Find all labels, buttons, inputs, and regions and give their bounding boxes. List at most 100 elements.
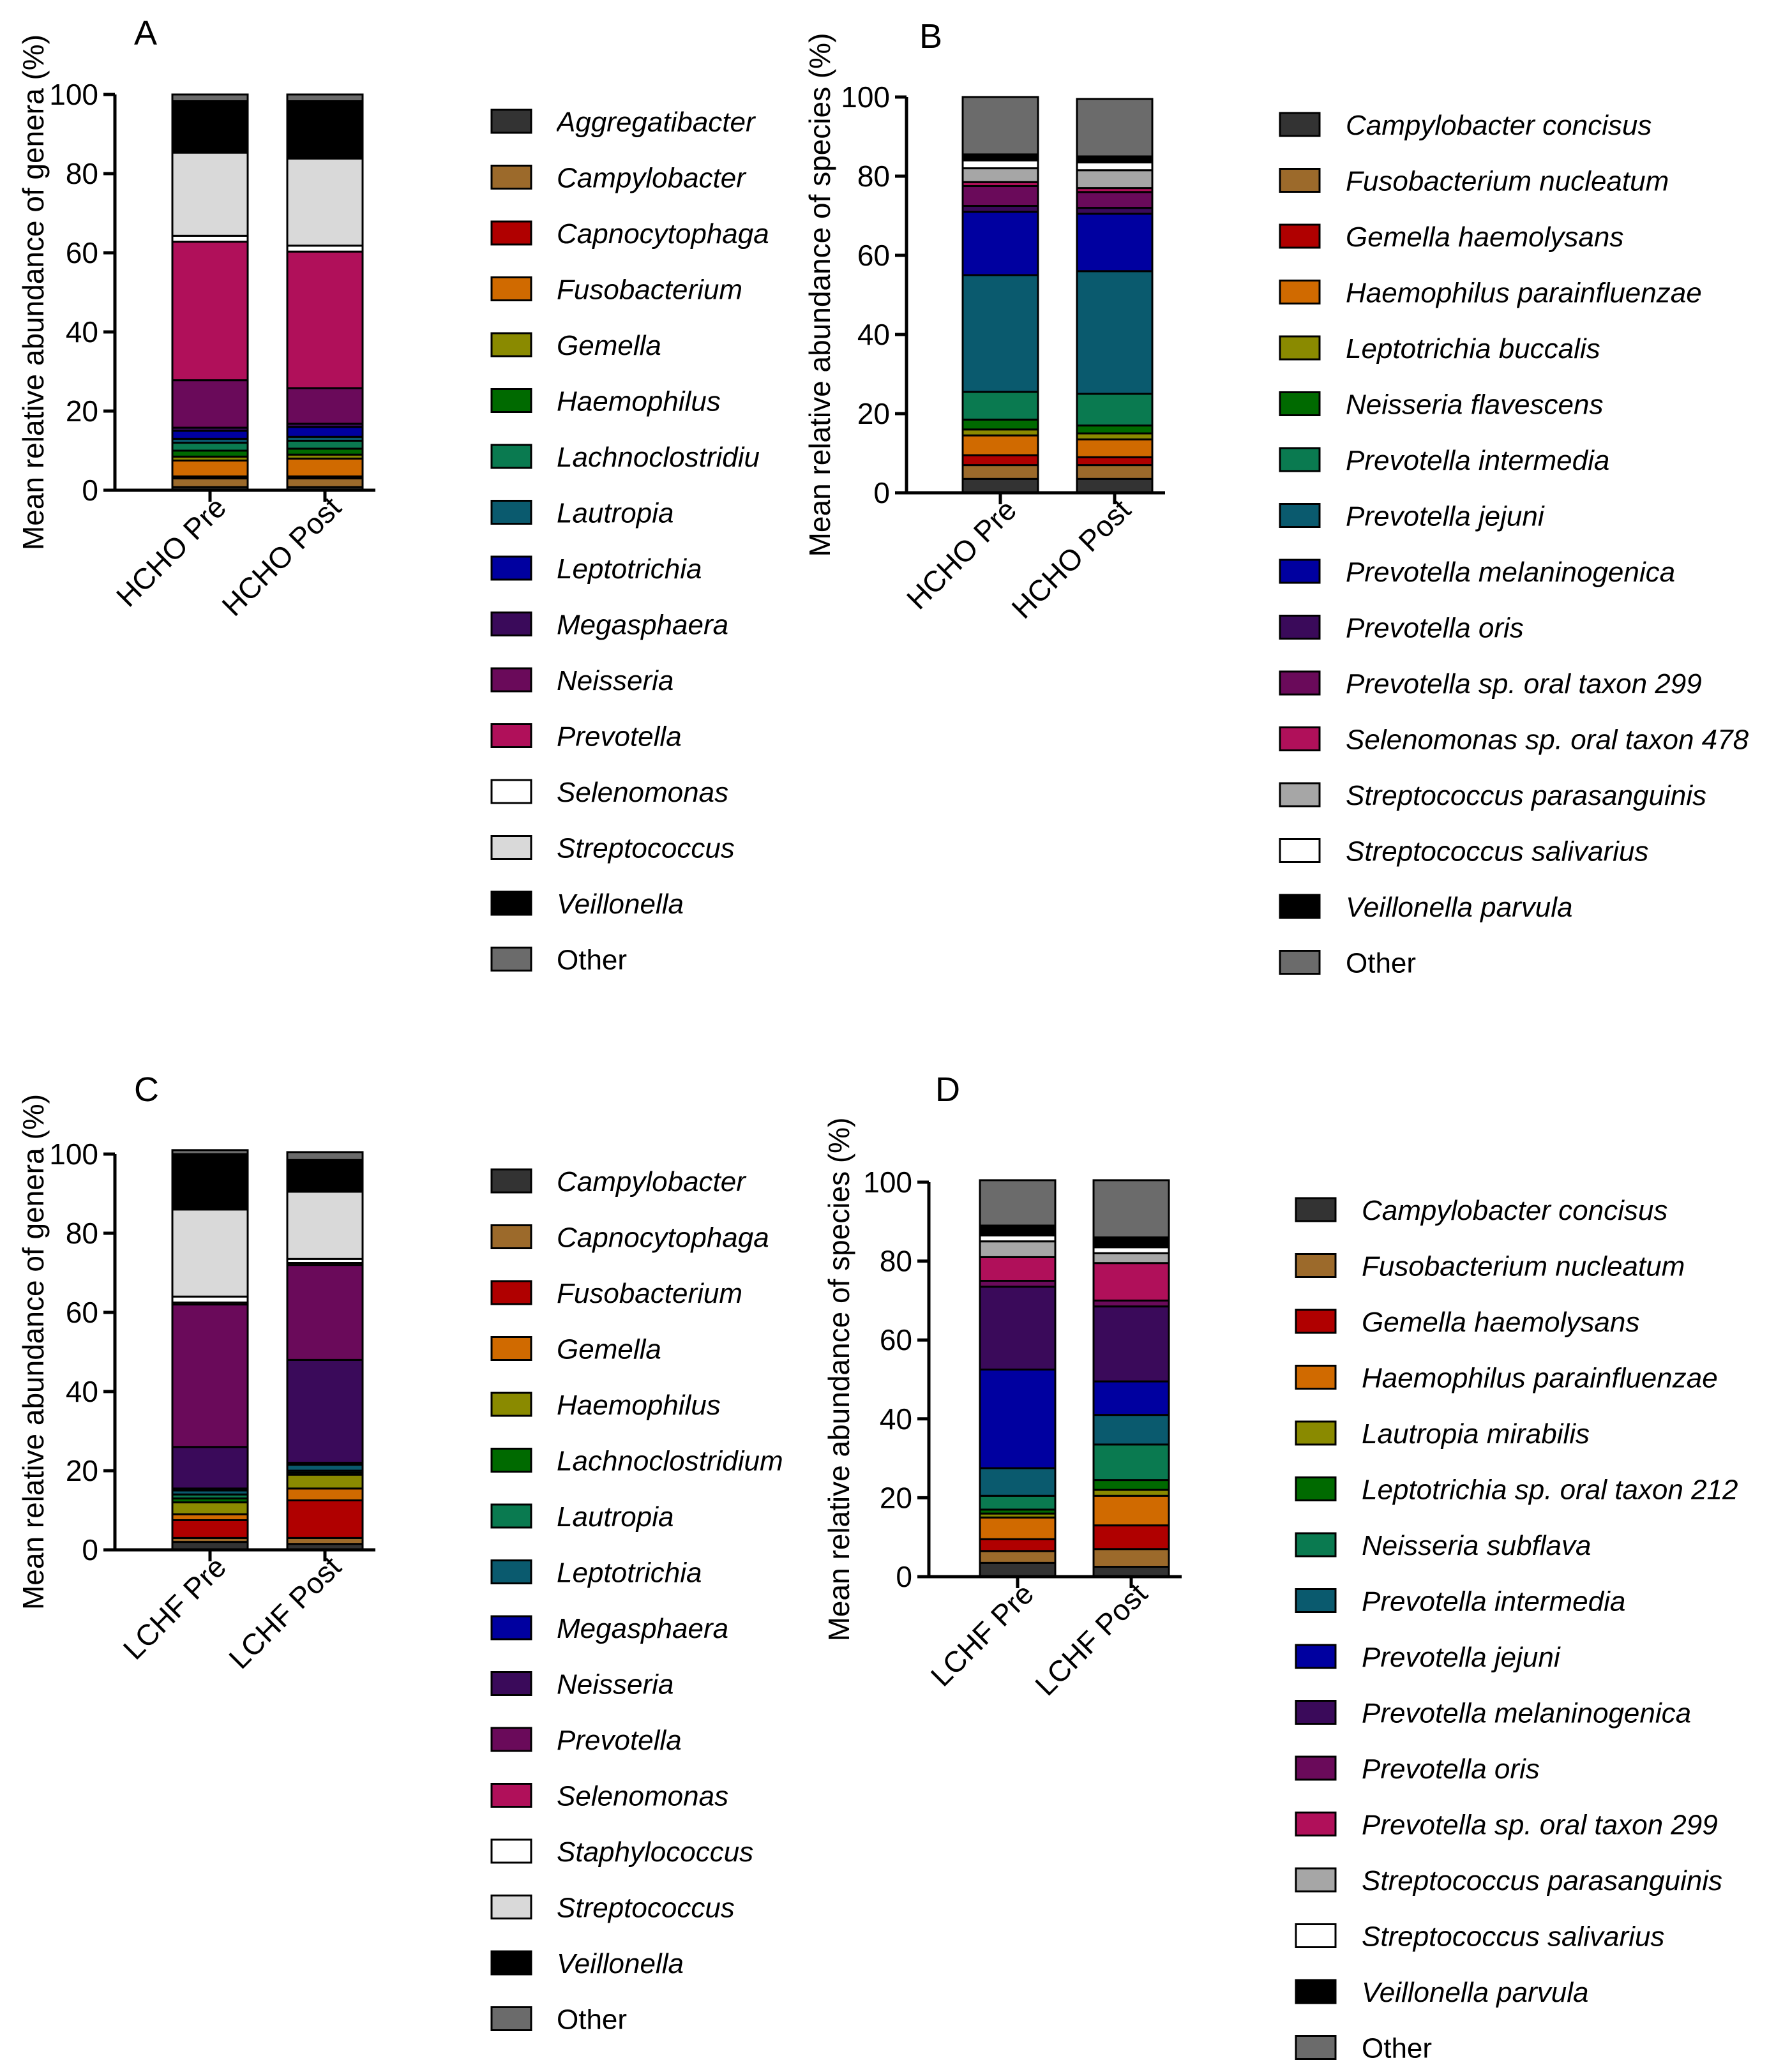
x-tick-label: LCHF Post — [222, 1550, 347, 1675]
legend-swatch — [1295, 1476, 1337, 1501]
legend-swatch — [490, 1392, 532, 1417]
legend-swatch — [1279, 894, 1321, 919]
legend-label: Lachnoclostridium — [557, 1446, 783, 1477]
bar-segment — [979, 1256, 1057, 1282]
legend-label: Lautropia — [557, 1501, 674, 1533]
legend-label: Megasphaera — [557, 1613, 728, 1644]
x-tick-label: HCHO Pre — [110, 490, 232, 613]
bar-segment — [286, 440, 364, 450]
legend-label: Gemella haemolysans — [1346, 221, 1623, 253]
legend-label: Neisseria flavescens — [1346, 389, 1604, 421]
legend-label: Prevotella oris — [1346, 613, 1524, 644]
bar-segment — [286, 1159, 364, 1193]
legend-swatch — [1279, 670, 1321, 696]
bar-segment — [1076, 98, 1154, 158]
bar-segment — [1092, 1179, 1170, 1239]
legend-label: Campylobacter — [557, 163, 747, 194]
legend-label: Prevotella jejuni — [1362, 1642, 1561, 1673]
x-tick-label: LCHF Pre — [117, 1550, 232, 1665]
legend: Campylobacter concisus Fusobacterium nucl… — [1295, 1195, 1738, 2064]
bar-segment — [286, 1487, 364, 1501]
legend-label: Prevotella — [557, 721, 682, 753]
legend-swatch — [1295, 1197, 1337, 1222]
legend-swatch — [490, 1783, 532, 1808]
legend-swatch — [490, 890, 532, 916]
y-tick-label: 0 — [896, 1560, 912, 1593]
legend-swatch — [1295, 1812, 1337, 1836]
legend-label: Aggregatibacter — [555, 107, 756, 138]
legend-label: Fusobacterium — [557, 1278, 742, 1309]
legend-swatch — [490, 1503, 532, 1529]
legend-swatch — [490, 1671, 532, 1696]
bar-segment — [286, 387, 364, 425]
legend-swatch — [490, 1950, 532, 1976]
legend-swatch — [1295, 1755, 1337, 1781]
legend-label: Other — [557, 945, 627, 976]
bar-segment — [171, 1208, 249, 1298]
legend-swatch — [490, 1336, 532, 1361]
bar-segment — [979, 1561, 1057, 1578]
bar-segment — [286, 477, 364, 488]
legend-label: Capnocytophaga — [557, 218, 769, 250]
legend-label: Other — [1346, 948, 1416, 979]
bar-segment — [961, 418, 1039, 431]
legend-swatch — [490, 947, 532, 972]
legend-label: Selenomonas — [557, 777, 728, 808]
bar-segment — [171, 93, 249, 103]
legend-swatch — [490, 165, 532, 190]
legend-swatch — [490, 723, 532, 748]
legend-label: Neisseria — [557, 1669, 674, 1700]
bar-segment — [979, 1369, 1057, 1469]
bar-segment — [1076, 456, 1154, 467]
y-axis-title: Mean relative abundance of species (%) — [822, 1118, 855, 1642]
bar-segment — [286, 250, 364, 389]
bar-segment — [1092, 1305, 1170, 1383]
legend-swatch — [490, 612, 532, 636]
legend-label: Leptotrichia buccalis — [1346, 333, 1600, 364]
x-tick-label: LCHF Post — [1028, 1577, 1154, 1702]
legend-swatch — [490, 220, 532, 246]
bar-segment — [1076, 161, 1154, 172]
bar-segment — [171, 1153, 249, 1211]
bar-segment — [286, 1473, 364, 1490]
legend-label: Leptotrichia — [557, 553, 702, 585]
legend-swatch — [490, 1895, 532, 1919]
legend-swatch — [1295, 1923, 1337, 1948]
legend-swatch — [490, 1168, 532, 1194]
bar-segment — [979, 1467, 1057, 1497]
legend: Campylobacter concisus Fusobacterium nucl… — [1279, 110, 1749, 979]
legend-swatch — [490, 1224, 532, 1249]
y-tick-label: 20 — [66, 1454, 98, 1487]
legend-swatch — [1279, 168, 1321, 193]
x-tick-label: LCHF Pre — [924, 1577, 1040, 1692]
bar-segment — [961, 167, 1039, 183]
bar-segment — [1092, 1494, 1170, 1527]
legend-swatch — [1279, 223, 1321, 249]
legend-swatch — [490, 1727, 532, 1752]
legend-label: Gemella haemolysans — [1362, 1307, 1639, 1338]
legend-label: Capnocytophaga — [557, 1222, 769, 1254]
legend-swatch — [490, 2006, 532, 2031]
bar-segment — [171, 100, 249, 154]
legend-swatch — [1279, 280, 1321, 304]
bar-segment — [171, 460, 249, 477]
legend-label: Selenomonas sp. oral taxon 478 — [1346, 724, 1749, 756]
bar-segment — [1076, 464, 1154, 480]
legend-swatch — [1279, 782, 1321, 807]
legend-swatch — [1295, 1700, 1337, 1725]
bar-segment — [961, 96, 1039, 156]
legend-swatch — [1295, 1979, 1337, 2004]
legend-label: Prevotella jejuni — [1346, 501, 1545, 532]
y-tick-label: 100 — [841, 80, 890, 114]
bar-segment — [171, 151, 249, 237]
legend-swatch — [1279, 447, 1321, 472]
legend-swatch — [490, 555, 532, 581]
y-tick-label: 20 — [880, 1481, 912, 1514]
y-tick-label: 20 — [857, 397, 890, 430]
legend-swatch — [490, 835, 532, 860]
bar-segment — [171, 1446, 249, 1490]
legend-swatch — [490, 109, 532, 134]
legend-label: Haemophilus parainfluenzae — [1362, 1363, 1718, 1394]
bar-segment — [979, 1224, 1057, 1236]
bar-segment — [286, 1151, 364, 1161]
